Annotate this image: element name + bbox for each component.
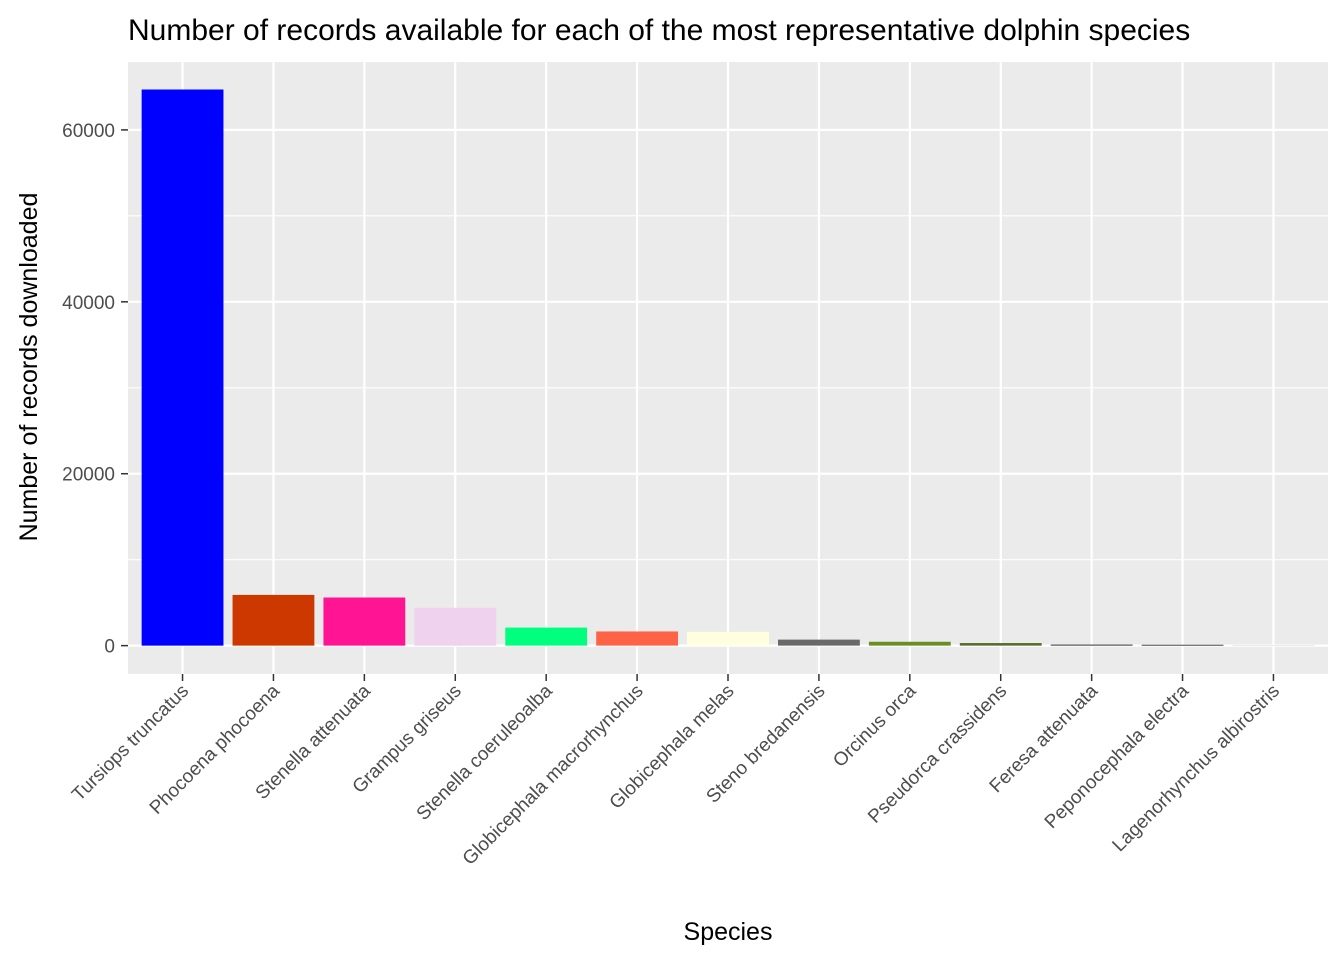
bar (1141, 644, 1224, 646)
x-tick-label: Lagenorhynchus albirostris (1109, 681, 1284, 856)
bar (505, 627, 588, 646)
bar (959, 643, 1042, 646)
bars (141, 89, 1315, 646)
bar (141, 89, 224, 646)
bar (414, 607, 497, 646)
bar (323, 597, 406, 646)
y-tick-label: 60000 (62, 121, 115, 142)
bar (1050, 644, 1133, 646)
y-axis: 0 20000 40000 60000 (62, 121, 128, 658)
chart-title: Number of records available for each of … (128, 14, 1190, 47)
bar (778, 639, 860, 646)
bar (1232, 645, 1315, 646)
bar (596, 631, 678, 646)
y-axis-title: Number of records downloaded (15, 193, 43, 542)
bar (868, 641, 951, 646)
x-tick-label: Globicephala macrorhynchus (459, 681, 648, 870)
x-axis-title: Species (684, 918, 773, 946)
y-tick-label: 40000 (62, 293, 115, 314)
bar (232, 594, 315, 646)
y-tick-label: 0 (104, 637, 115, 658)
x-tick-label: Orcinus orca (829, 680, 920, 771)
y-tick-label: 20000 (62, 465, 115, 486)
bar (687, 631, 769, 646)
